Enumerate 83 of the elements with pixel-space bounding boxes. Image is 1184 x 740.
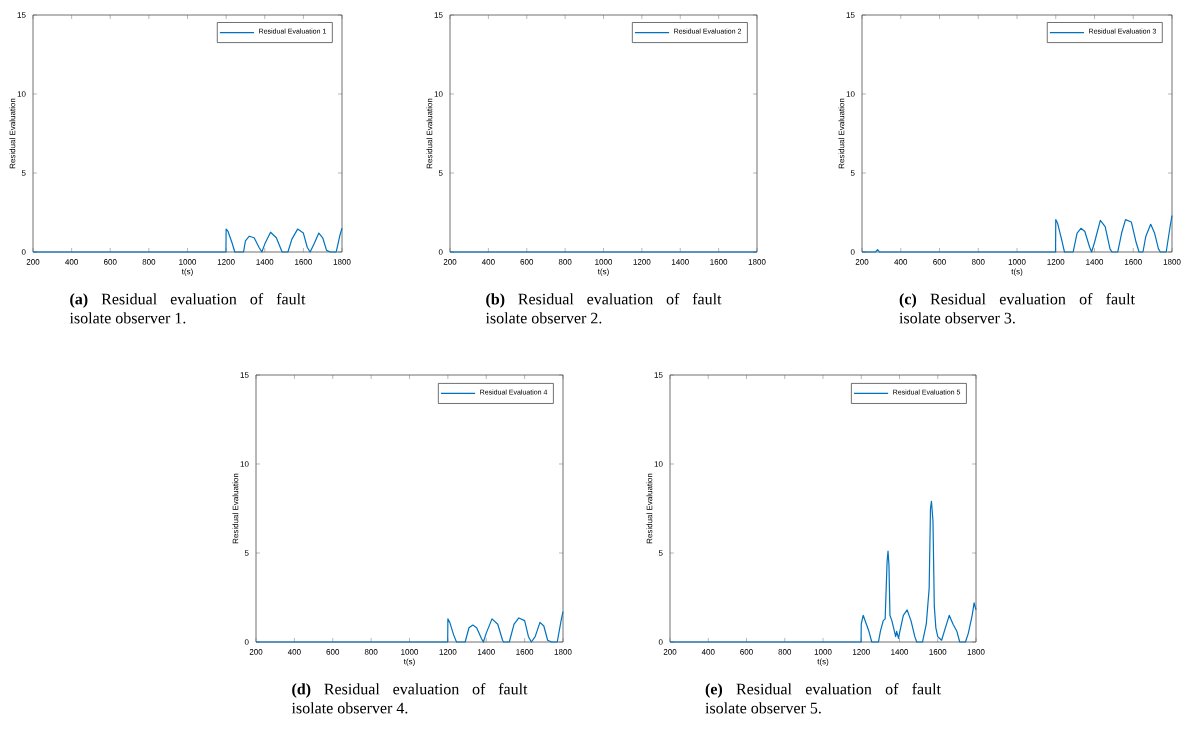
x-tick-label: 200 [663, 649, 677, 655]
x-tick-label: 200 [249, 649, 263, 655]
y-axis-title: Residual Evaluation [838, 98, 845, 169]
x-tick-label: 1800 [333, 259, 351, 265]
x-tick-label: 1400 [1086, 259, 1104, 265]
y-tick-label: 10 [434, 91, 443, 97]
y-tick-label: 15 [434, 12, 443, 18]
x-tick-label: 800 [558, 259, 572, 265]
y-tick-label: 10 [654, 461, 663, 467]
x-tick-label: 1600 [929, 649, 947, 655]
line-series [861, 215, 1173, 253]
y-tick-label: 5 [244, 550, 249, 556]
y-tick-label: 5 [438, 170, 443, 176]
x-tick-label: 1600 [1124, 259, 1142, 265]
x-tick-label: 600 [103, 259, 117, 265]
y-axis-title: Residual Evaluation [9, 98, 16, 169]
y-tick-label: 10 [240, 461, 249, 467]
x-tick-label: 400 [481, 259, 495, 265]
text: (a) Residual evaluation of fault isolate observer 1. [69, 293, 306, 324]
x-tick-label: 600 [933, 259, 946, 265]
x-tick-label: 1000 [1008, 259, 1026, 265]
line-series [255, 611, 564, 643]
x-tick-label: 400 [701, 649, 715, 655]
x-tick-label: 1800 [967, 649, 985, 655]
x-tick-label: 600 [326, 649, 340, 655]
x-tick-label: 200 [26, 259, 40, 265]
text: (e) Residual evaluation of fault isolate observer 5. [705, 683, 941, 714]
y-tick-label: 5 [21, 170, 26, 176]
y-tick-label: 15 [846, 12, 855, 18]
x-tick-label: 1600 [710, 259, 728, 265]
x-tick-label: 800 [971, 259, 985, 265]
x-tick-label: 1200 [852, 649, 870, 655]
y-tick-label: 15 [240, 372, 249, 378]
x-tick-label: 1400 [671, 259, 689, 265]
x-tick-label: 800 [364, 649, 378, 655]
x-tick-label: 1800 [748, 259, 766, 265]
x-tick-label: 200 [855, 259, 869, 265]
text: (c) Residual evaluation of fault isolate observer 3. [899, 293, 1135, 324]
y-tick-label: 0 [244, 639, 249, 645]
y-tick-label: 5 [658, 550, 663, 556]
x-tick-label: 1000 [179, 259, 197, 265]
x-tick-label: 1800 [1163, 259, 1181, 265]
y-axis-title: Residual Evaluation [646, 473, 653, 544]
y-tick-label: 0 [658, 639, 663, 645]
text: (b) Residual evaluation of fault isolate observer 2. [485, 293, 722, 324]
y-tick-label: 15 [17, 12, 26, 18]
y-tick-label: 5 [850, 170, 855, 176]
x-tick-label: 200 [443, 259, 457, 265]
y-axis-title: Residual Evaluation [232, 473, 239, 544]
x-axis-title: t(s) [403, 658, 415, 666]
x-tick-label: 1000 [595, 259, 613, 265]
x-tick-label: 1600 [516, 649, 534, 655]
x-tick-label: 400 [894, 259, 908, 265]
x-tick-label: 1200 [217, 259, 235, 265]
x-tick-label: 400 [287, 649, 301, 655]
x-axis-title: t(s) [1011, 268, 1023, 276]
x-axis-title: t(s) [817, 658, 829, 666]
x-tick-label: 800 [142, 259, 156, 265]
y-tick-label: 0 [850, 249, 855, 255]
x-axis-title: t(s) [181, 268, 193, 276]
y-tick-label: 0 [438, 249, 443, 255]
x-tick-label: 1400 [256, 259, 274, 265]
x-tick-label: 1000 [814, 649, 832, 655]
x-axis-title: t(s) [597, 268, 609, 276]
x-tick-label: 600 [520, 259, 534, 265]
y-tick-label: 0 [21, 249, 26, 255]
x-tick-label: 1600 [295, 259, 312, 265]
x-tick-label: 1400 [891, 649, 909, 655]
y-axis-title: Residual Evaluation [426, 98, 433, 169]
line-series [32, 227, 343, 253]
x-tick-label: 1200 [1047, 259, 1065, 265]
y-tick-label: 10 [17, 91, 26, 97]
x-tick-label: 800 [778, 649, 792, 655]
x-tick-label: 1200 [439, 649, 457, 655]
x-tick-label: 1200 [633, 259, 651, 265]
x-tick-label: 1800 [554, 649, 572, 655]
x-tick-label: 600 [740, 649, 753, 655]
y-tick-label: 15 [654, 372, 663, 378]
text: (d) Residual evaluation of fault isolate observer 4. [291, 683, 528, 714]
x-tick-label: 1000 [401, 649, 419, 655]
x-tick-label: 400 [65, 259, 78, 265]
x-tick-label: 1400 [477, 649, 495, 655]
y-tick-label: 10 [846, 91, 855, 97]
